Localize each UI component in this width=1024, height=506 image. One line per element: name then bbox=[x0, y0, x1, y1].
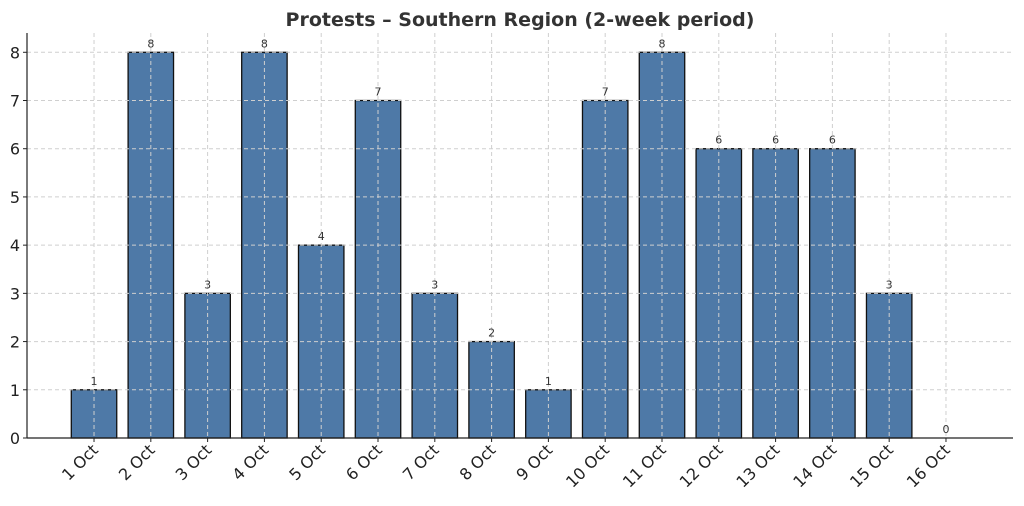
x-tick-label: 2 Oct bbox=[115, 440, 159, 484]
x-tick-label: 6 Oct bbox=[342, 440, 386, 484]
y-tick-label: 2 bbox=[10, 333, 20, 352]
x-tick-label: 15 Oct bbox=[846, 440, 897, 491]
data-label: 1 bbox=[91, 375, 98, 388]
data-label: 3 bbox=[204, 278, 211, 291]
x-tick-label: 1 Oct bbox=[58, 440, 102, 484]
data-label: 4 bbox=[318, 230, 325, 243]
data-label: 8 bbox=[658, 37, 665, 50]
x-tick-label: 5 Oct bbox=[285, 440, 329, 484]
data-label: 8 bbox=[261, 37, 268, 50]
data-label: 7 bbox=[375, 86, 382, 99]
y-tick-label: 4 bbox=[10, 236, 20, 255]
x-tick-label: 10 Oct bbox=[562, 440, 613, 491]
x-tick-label: 12 Oct bbox=[676, 440, 727, 491]
data-label: 2 bbox=[488, 327, 495, 340]
chart-title: Protests – Southern Region (2-week perio… bbox=[286, 9, 755, 31]
x-tick-label: 16 Oct bbox=[903, 440, 954, 491]
data-label: 6 bbox=[715, 134, 722, 147]
x-tick-label: 11 Oct bbox=[619, 440, 670, 491]
y-tick-label: 7 bbox=[10, 92, 20, 111]
x-tick-label: 4 Oct bbox=[228, 440, 272, 484]
x-tick-label: 9 Oct bbox=[512, 440, 556, 484]
y-tick-label: 6 bbox=[10, 140, 20, 159]
y-tick-label: 1 bbox=[10, 381, 20, 400]
y-tick-label: 0 bbox=[10, 429, 20, 448]
y-tick-label: 5 bbox=[10, 188, 20, 207]
x-tick-label: 3 Oct bbox=[172, 440, 216, 484]
data-label: 3 bbox=[886, 278, 893, 291]
data-label: 6 bbox=[829, 134, 836, 147]
data-label: 7 bbox=[602, 86, 609, 99]
data-label: 0 bbox=[942, 423, 949, 436]
y-tick-label: 8 bbox=[10, 43, 20, 62]
data-label: 3 bbox=[431, 278, 438, 291]
data-label: 8 bbox=[147, 37, 154, 50]
data-label: 1 bbox=[545, 375, 552, 388]
bar-10-oct bbox=[581, 99, 629, 439]
x-tick-label: 14 Oct bbox=[789, 440, 840, 491]
bar-6-oct bbox=[354, 99, 402, 439]
x-tick-label: 8 Oct bbox=[456, 440, 500, 484]
x-tick-label: 13 Oct bbox=[732, 440, 783, 491]
data-label: 6 bbox=[772, 134, 779, 147]
x-tick-label: 7 Oct bbox=[399, 440, 443, 484]
y-tick-label: 3 bbox=[10, 284, 20, 303]
